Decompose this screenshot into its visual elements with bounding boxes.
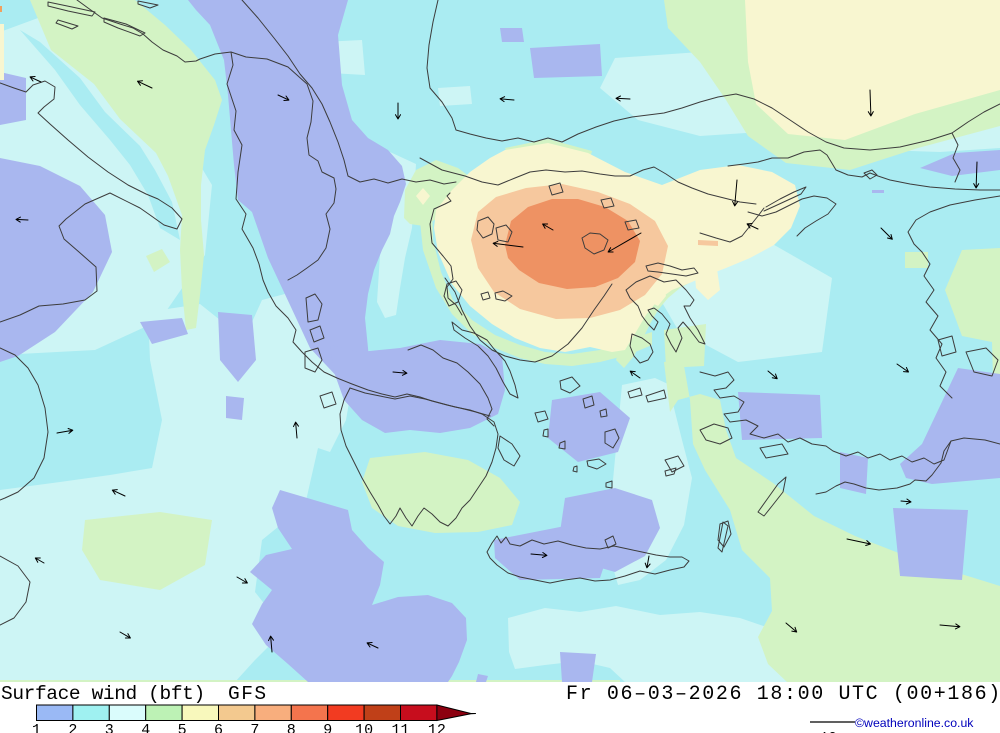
svg-text:10: 10 <box>355 722 373 733</box>
svg-text:6: 6 <box>214 722 223 733</box>
svg-text:11: 11 <box>391 722 409 733</box>
svg-text:4: 4 <box>141 722 150 733</box>
svg-text:GFS: GFS <box>228 683 268 705</box>
svg-text:12: 12 <box>428 722 446 733</box>
svg-text:7: 7 <box>250 722 259 733</box>
svg-text:©weatheronline.co.uk: ©weatheronline.co.uk <box>855 716 974 730</box>
svg-text:9: 9 <box>323 722 332 733</box>
svg-text:8: 8 <box>287 722 296 733</box>
svg-text:5: 5 <box>178 722 187 733</box>
svg-text:Fr 06–03–2026 18:00 UTC (00+18: Fr 06–03–2026 18:00 UTC (00+186) <box>566 683 1000 706</box>
svg-text:3: 3 <box>105 722 114 733</box>
svg-text:1: 1 <box>32 722 41 733</box>
svg-text:10: 10 <box>820 730 837 733</box>
svg-text:2: 2 <box>68 722 77 733</box>
svg-text:Surface wind (bft): Surface wind (bft) <box>1 683 205 705</box>
